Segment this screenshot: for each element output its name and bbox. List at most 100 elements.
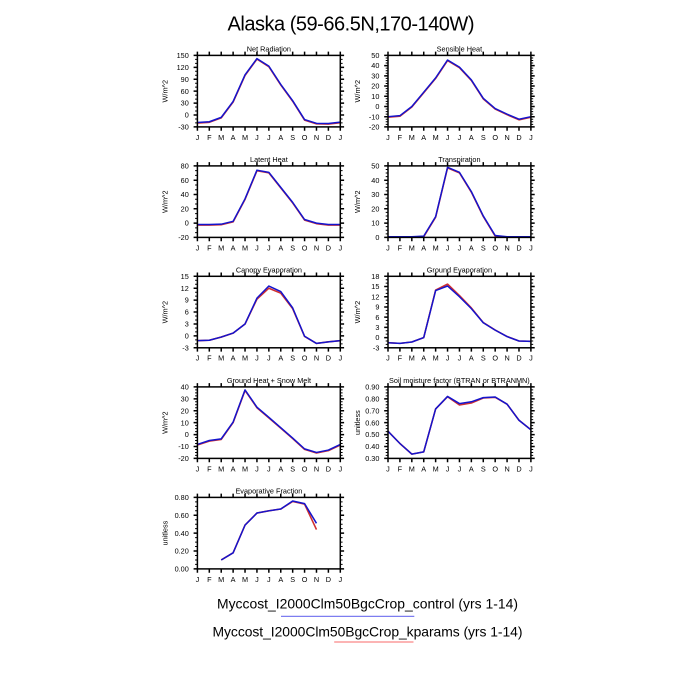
svg-text:J: J: [458, 354, 462, 363]
svg-text:W/m^2: W/m^2: [161, 301, 170, 323]
svg-text:-10: -10: [178, 442, 189, 451]
svg-text:J: J: [196, 133, 200, 142]
svg-text:0.80: 0.80: [175, 493, 189, 502]
svg-text:N: N: [504, 354, 509, 363]
svg-text:J: J: [458, 133, 462, 142]
svg-text:W/m^2: W/m^2: [353, 190, 362, 212]
svg-text:S: S: [481, 133, 486, 142]
svg-text:0: 0: [185, 219, 189, 228]
svg-text:F: F: [398, 354, 403, 363]
svg-text:A: A: [231, 464, 236, 473]
svg-text:O: O: [492, 464, 498, 473]
svg-text:J: J: [267, 354, 271, 363]
svg-text:0.40: 0.40: [175, 529, 189, 538]
svg-text:0: 0: [375, 102, 379, 111]
svg-text:40: 40: [371, 176, 379, 185]
svg-text:J: J: [255, 133, 259, 142]
svg-text:-20: -20: [178, 454, 189, 463]
svg-text:J: J: [529, 133, 533, 142]
svg-text:9: 9: [375, 303, 379, 312]
svg-text:J: J: [267, 464, 271, 473]
svg-text:A: A: [231, 133, 236, 142]
svg-text:M: M: [218, 133, 224, 142]
svg-text:J: J: [255, 243, 259, 252]
svg-text:unitless: unitless: [161, 520, 170, 545]
svg-text:30: 30: [181, 99, 189, 108]
svg-text:J: J: [458, 243, 462, 252]
svg-text:15: 15: [181, 272, 189, 281]
svg-text:20: 20: [371, 82, 379, 91]
svg-text:18: 18: [371, 272, 379, 281]
svg-text:A: A: [278, 354, 283, 363]
svg-text:M: M: [218, 464, 224, 473]
svg-text:J: J: [255, 464, 259, 473]
svg-text:0: 0: [375, 333, 379, 342]
svg-text:J: J: [338, 464, 342, 473]
svg-text:30: 30: [371, 71, 379, 80]
svg-text:80: 80: [181, 162, 189, 171]
svg-text:W/m^2: W/m^2: [161, 80, 170, 102]
svg-text:9: 9: [185, 296, 189, 305]
svg-text:W/m^2: W/m^2: [353, 301, 362, 323]
svg-text:A: A: [421, 243, 426, 252]
svg-text:M: M: [409, 464, 415, 473]
svg-text:J: J: [267, 243, 271, 252]
svg-text:A: A: [278, 575, 283, 584]
svg-text:6: 6: [185, 308, 189, 317]
svg-text:Soil moisture factor (BTRAN or: Soil moisture factor (BTRAN or BTRANMN): [389, 376, 530, 385]
svg-text:O: O: [302, 464, 308, 473]
svg-text:N: N: [314, 354, 319, 363]
svg-text:0: 0: [375, 233, 379, 242]
svg-text:O: O: [492, 243, 498, 252]
svg-text:M: M: [242, 133, 248, 142]
svg-text:F: F: [398, 243, 403, 252]
svg-text:Ground Evaporation: Ground Evaporation: [427, 266, 492, 275]
svg-text:F: F: [207, 575, 212, 584]
svg-text:J: J: [446, 133, 450, 142]
svg-text:J: J: [338, 354, 342, 363]
svg-text:Canopy Evaporation: Canopy Evaporation: [236, 266, 302, 275]
svg-text:N: N: [314, 464, 319, 473]
svg-text:J: J: [267, 133, 271, 142]
svg-text:0.40: 0.40: [365, 442, 379, 451]
svg-text:0.90: 0.90: [365, 383, 379, 392]
svg-text:15: 15: [371, 282, 379, 291]
svg-text:D: D: [326, 464, 331, 473]
svg-text:O: O: [492, 354, 498, 363]
svg-text:0: 0: [185, 111, 189, 120]
svg-text:M: M: [433, 354, 439, 363]
svg-text:3: 3: [185, 320, 189, 329]
svg-text:J: J: [446, 464, 450, 473]
svg-text:N: N: [504, 464, 509, 473]
svg-text:D: D: [326, 575, 331, 584]
svg-text:0: 0: [185, 331, 189, 340]
svg-text:S: S: [481, 354, 486, 363]
svg-text:M: M: [218, 354, 224, 363]
svg-text:M: M: [242, 243, 248, 252]
svg-text:N: N: [504, 133, 509, 142]
svg-text:M: M: [433, 133, 439, 142]
svg-text:O: O: [302, 354, 308, 363]
svg-text:30: 30: [181, 394, 189, 403]
svg-text:J: J: [386, 243, 390, 252]
svg-text:J: J: [458, 464, 462, 473]
svg-text:60: 60: [181, 87, 189, 96]
svg-text:20: 20: [181, 406, 189, 415]
svg-text:J: J: [196, 575, 200, 584]
svg-text:30: 30: [371, 190, 379, 199]
svg-text:unitless: unitless: [353, 410, 362, 435]
svg-text:A: A: [231, 575, 236, 584]
svg-text:10: 10: [181, 418, 189, 427]
svg-text:S: S: [290, 575, 295, 584]
svg-text:F: F: [398, 464, 403, 473]
svg-text:A: A: [469, 243, 474, 252]
svg-text:0.30: 0.30: [365, 454, 379, 463]
svg-text:N: N: [314, 133, 319, 142]
svg-text:Ground Heat + Snow Melt: Ground Heat + Snow Melt: [227, 376, 311, 385]
svg-text:0.60: 0.60: [175, 511, 189, 520]
svg-text:120: 120: [177, 63, 189, 72]
svg-text:N: N: [314, 243, 319, 252]
svg-text:Evaporative Fraction: Evaporative Fraction: [235, 487, 302, 496]
svg-text:20: 20: [371, 204, 379, 213]
svg-text:S: S: [481, 243, 486, 252]
